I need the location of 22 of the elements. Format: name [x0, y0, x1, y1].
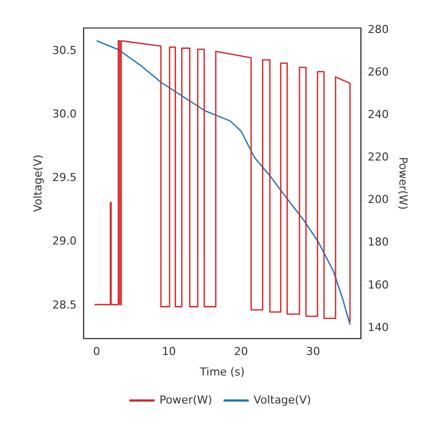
y2-tick-label: 220	[368, 150, 389, 164]
y2-tick-label: 160	[368, 278, 389, 292]
x-tick-label: 0	[93, 345, 100, 358]
y2-tick-label: 180	[368, 236, 389, 249]
y-axis-title: Voltage(V)	[31, 154, 44, 212]
y2-tick-label: 240	[368, 108, 389, 122]
y2-tick-label: 200	[368, 193, 389, 206]
x-axis-title: Time (s)	[198, 365, 245, 378]
x-tick-label: 10	[162, 345, 176, 358]
x-tick-label: 20	[234, 345, 248, 358]
y2-axis-title: Power(W)	[396, 156, 410, 210]
y2-tick-label: 140	[368, 320, 389, 334]
y-tick-label: 30.5	[52, 44, 77, 57]
x-tick-label: 30	[306, 345, 320, 358]
legend-label: Voltage(V)	[254, 393, 312, 406]
y-tick-label: 28.5	[52, 298, 77, 312]
y-tick-label: 29.0	[52, 234, 77, 248]
y2-tick-label: 260	[368, 66, 389, 79]
y-tick-label: 30.0	[52, 107, 77, 120]
y2-tick-label: 280	[368, 22, 389, 36]
legend-label: Power(W)	[159, 393, 212, 406]
y-tick-label: 29.5	[52, 171, 77, 184]
